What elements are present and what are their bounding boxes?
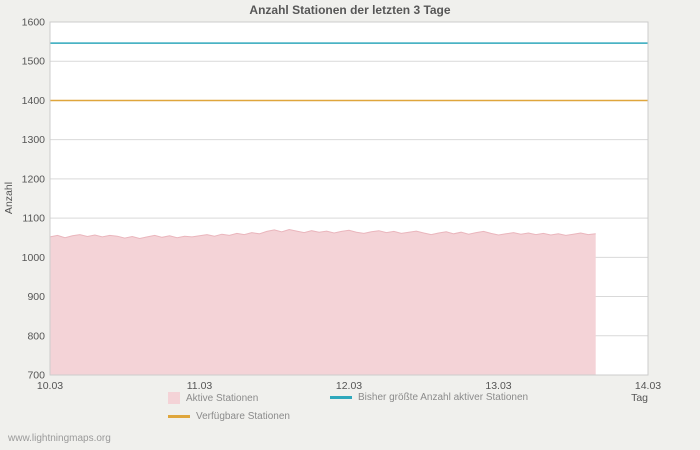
y-axis-label: Anzahl — [3, 181, 15, 215]
legend-item-active-stations: Aktive Stationen — [168, 392, 258, 404]
svg-text:13.03: 13.03 — [485, 380, 511, 392]
legend-item-available-stations: Verfügbare Stationen — [168, 411, 290, 422]
svg-text:800: 800 — [27, 330, 45, 342]
legend-label-max-active-stations: Bisher größte Anzahl aktiver Stationen — [358, 392, 529, 403]
legend-swatch-max-active-stations — [330, 396, 352, 399]
legend-swatch-active-stations — [168, 392, 180, 404]
legend-label-active-stations: Aktive Stationen — [186, 392, 259, 404]
svg-text:1100: 1100 — [22, 213, 45, 225]
svg-text:900: 900 — [27, 291, 45, 303]
svg-text:12.03: 12.03 — [336, 380, 362, 392]
svg-text:700: 700 — [27, 370, 45, 382]
svg-text:11.03: 11.03 — [187, 380, 213, 392]
svg-text:1400: 1400 — [22, 95, 46, 107]
svg-text:10.03: 10.03 — [37, 380, 63, 392]
chart-title: Anzahl Stationen der letzten 3 Tage — [249, 3, 451, 17]
svg-text:1500: 1500 — [22, 56, 46, 68]
legend-label-available-stations: Verfügbare Stationen — [196, 411, 290, 422]
svg-text:1000: 1000 — [22, 252, 46, 264]
svg-text:14.03: 14.03 — [635, 380, 661, 392]
svg-text:1300: 1300 — [22, 134, 46, 146]
svg-text:1200: 1200 — [22, 173, 46, 185]
legend-swatch-available-stations — [168, 415, 190, 418]
svg-text:1600: 1600 — [22, 17, 46, 29]
legend-item-max-active-stations: Bisher größte Anzahl aktiver Stationen — [330, 392, 528, 403]
site-watermark-link[interactable]: www.lightningmaps.org — [8, 433, 111, 444]
x-axis-label: Tag — [631, 392, 648, 404]
